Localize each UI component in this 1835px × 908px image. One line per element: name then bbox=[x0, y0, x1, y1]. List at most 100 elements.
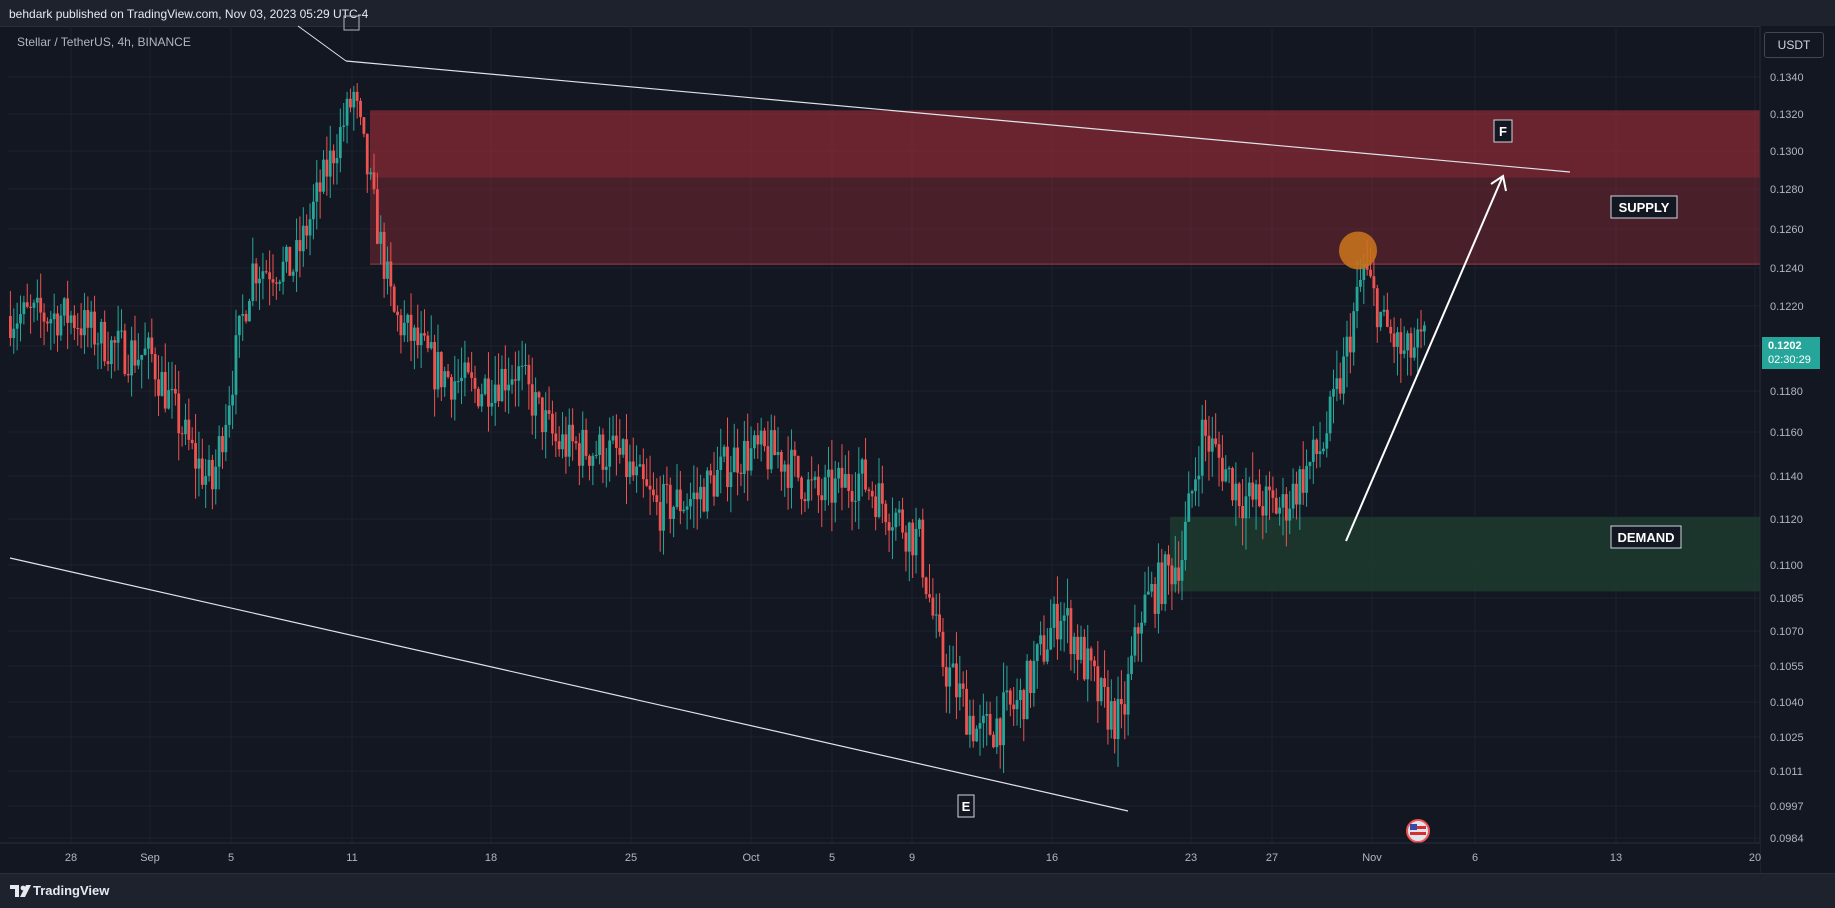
price-tick-label: 0.1180 bbox=[1770, 386, 1803, 398]
candle-body-206 bbox=[702, 486, 706, 512]
wave-e-label-frame bbox=[957, 794, 975, 818]
candle-body-354 bbox=[1200, 419, 1204, 476]
price-tick-label: 0.1160 bbox=[1770, 427, 1803, 439]
price-axis: 0.1340 0.1320 0.1300 0.1280 0.1260 0.1240 0.12… bbox=[1759, 26, 1835, 873]
symbol-legend: Stellar / TetherUS, 4h, BINANCE bbox=[17, 35, 191, 49]
candle-body-334 bbox=[1133, 627, 1137, 656]
candle-body-94 bbox=[325, 159, 329, 177]
candle-body-327 bbox=[1109, 701, 1113, 730]
candle-body-192 bbox=[655, 495, 659, 503]
candle-body-284 bbox=[965, 688, 968, 735]
candle-body-196 bbox=[668, 484, 672, 519]
candle-body-186 bbox=[635, 466, 638, 476]
price-tick-label: 0.1085 bbox=[1770, 593, 1804, 605]
price-tick-label: 0.1260 bbox=[1770, 224, 1804, 236]
candle-body-223 bbox=[759, 430, 763, 445]
time-tick-label: 18 bbox=[485, 852, 497, 864]
candle-body-211 bbox=[719, 456, 723, 470]
candle-body-373 bbox=[1264, 486, 1268, 516]
channel-line-lead bbox=[297, 25, 347, 62]
candle-body-138 bbox=[473, 377, 477, 389]
candle-body-409 bbox=[1385, 309, 1389, 327]
candle-body-161 bbox=[551, 413, 554, 434]
candle-body-397 bbox=[1345, 336, 1349, 357]
candle-body-74 bbox=[258, 278, 261, 284]
candle-body-292 bbox=[992, 734, 995, 748]
candle-body-32 bbox=[116, 330, 120, 343]
candle-body-245 bbox=[833, 478, 837, 503]
candle-body-248 bbox=[843, 474, 847, 488]
last-price-value: 0.1202 bbox=[1768, 340, 1802, 352]
candle-body-125 bbox=[429, 342, 433, 349]
candle-body-184 bbox=[628, 461, 632, 478]
candle-body-420 bbox=[1423, 325, 1426, 332]
candle-body-408 bbox=[1382, 309, 1386, 312]
chart-grid bbox=[8, 26, 1760, 843]
candle-body-114 bbox=[392, 286, 396, 312]
price-tick-label: 0.0984 bbox=[1770, 833, 1804, 845]
candle-body-168 bbox=[574, 441, 578, 444]
candle-body-19 bbox=[72, 315, 76, 329]
candle-body-377 bbox=[1278, 507, 1282, 514]
candle-body-159 bbox=[544, 410, 548, 433]
candle-body-307 bbox=[1042, 635, 1046, 662]
candle-body-135 bbox=[463, 362, 467, 378]
candle-body-233 bbox=[793, 449, 797, 456]
candle-body-316 bbox=[1072, 636, 1076, 655]
upper-channel-line bbox=[345, 60, 1571, 173]
candle-body-69 bbox=[241, 314, 245, 316]
candle-body-81 bbox=[281, 261, 285, 282]
time-tick-label: Nov bbox=[1362, 852, 1382, 864]
candle-body-407 bbox=[1379, 311, 1383, 328]
candle-body-88 bbox=[305, 225, 309, 236]
candle-body-287 bbox=[975, 728, 979, 742]
candle-body-18 bbox=[69, 315, 73, 323]
candle-body-319 bbox=[1082, 636, 1086, 680]
candle-body-231 bbox=[786, 464, 790, 488]
candle-body-172 bbox=[588, 455, 591, 466]
candle-body-152 bbox=[520, 365, 524, 367]
candle-body-330 bbox=[1120, 698, 1123, 705]
candle-body-91 bbox=[315, 182, 319, 202]
candle-body-398 bbox=[1348, 336, 1352, 353]
time-tick-label: 20 bbox=[1749, 852, 1761, 864]
footer-brand[interactable]: TradingView bbox=[33, 883, 110, 898]
candle-body-72 bbox=[251, 263, 255, 302]
candle-body-220 bbox=[749, 448, 753, 471]
currency-button[interactable]: USDT bbox=[1764, 32, 1824, 58]
candle-body-317 bbox=[1076, 636, 1080, 660]
candle-body-84 bbox=[291, 271, 295, 276]
candle-body-145 bbox=[497, 384, 500, 402]
candle-body-108 bbox=[372, 172, 376, 190]
candle-body-139 bbox=[476, 388, 480, 407]
candle-body-12 bbox=[49, 319, 53, 324]
candle-body-155 bbox=[530, 384, 534, 416]
candle-body-348 bbox=[1180, 559, 1184, 581]
candle-body-181 bbox=[618, 448, 622, 455]
candle-body-21 bbox=[79, 328, 83, 336]
candle-body-28 bbox=[103, 321, 107, 362]
candle-body-142 bbox=[487, 378, 490, 407]
candle-body-296 bbox=[1005, 690, 1009, 693]
candle-body-401 bbox=[1359, 279, 1362, 287]
candle-body-221 bbox=[753, 435, 756, 449]
candle-body-71 bbox=[248, 301, 251, 322]
candle-body-323 bbox=[1096, 666, 1100, 702]
candle-body-232 bbox=[790, 449, 793, 488]
candle-body-66 bbox=[231, 394, 234, 406]
candle-body-256 bbox=[870, 490, 874, 497]
candle-body-352 bbox=[1194, 479, 1197, 492]
candle-body-98 bbox=[338, 126, 342, 159]
candle-body-174 bbox=[594, 454, 598, 456]
time-axis: 28 Sep 5 11 18 25 Oct 5 9 16 23 27 Nov 6 13 20 bbox=[0, 842, 1761, 873]
candle-body-110 bbox=[379, 231, 383, 244]
candle-body-115 bbox=[396, 311, 399, 316]
candle-body-393 bbox=[1332, 388, 1335, 397]
candle-body-151 bbox=[517, 366, 521, 381]
candle-body-59 bbox=[207, 459, 211, 477]
candle-body-218 bbox=[742, 440, 746, 474]
candle-body-298 bbox=[1012, 704, 1016, 710]
candle-body-27 bbox=[99, 321, 103, 344]
candle-body-363 bbox=[1231, 468, 1234, 501]
